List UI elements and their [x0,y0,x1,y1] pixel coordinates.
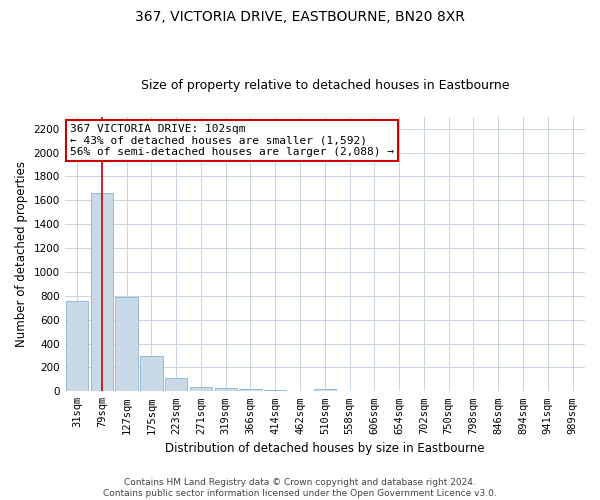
Bar [91,193,113,392]
Title: Size of property relative to detached houses in Eastbourne: Size of property relative to detached ho… [140,79,509,92]
Text: Contains HM Land Registry data © Crown copyright and database right 2024.
Contai: Contains HM Land Registry data © Crown c… [103,478,497,498]
Bar [165,378,187,392]
Bar [140,356,163,392]
Bar [264,390,286,392]
Bar [115,297,138,392]
Bar [190,387,212,392]
Bar [314,389,336,392]
Y-axis label: Number of detached properties: Number of detached properties [15,161,28,347]
Text: 367 VICTORIA DRIVE: 102sqm
← 43% of detached houses are smaller (1,592)
56% of s: 367 VICTORIA DRIVE: 102sqm ← 43% of deta… [70,124,394,157]
Bar [215,388,237,392]
Bar [66,300,88,392]
Bar [239,389,262,392]
Text: 367, VICTORIA DRIVE, EASTBOURNE, BN20 8XR: 367, VICTORIA DRIVE, EASTBOURNE, BN20 8X… [135,10,465,24]
X-axis label: Distribution of detached houses by size in Eastbourne: Distribution of detached houses by size … [165,442,485,455]
